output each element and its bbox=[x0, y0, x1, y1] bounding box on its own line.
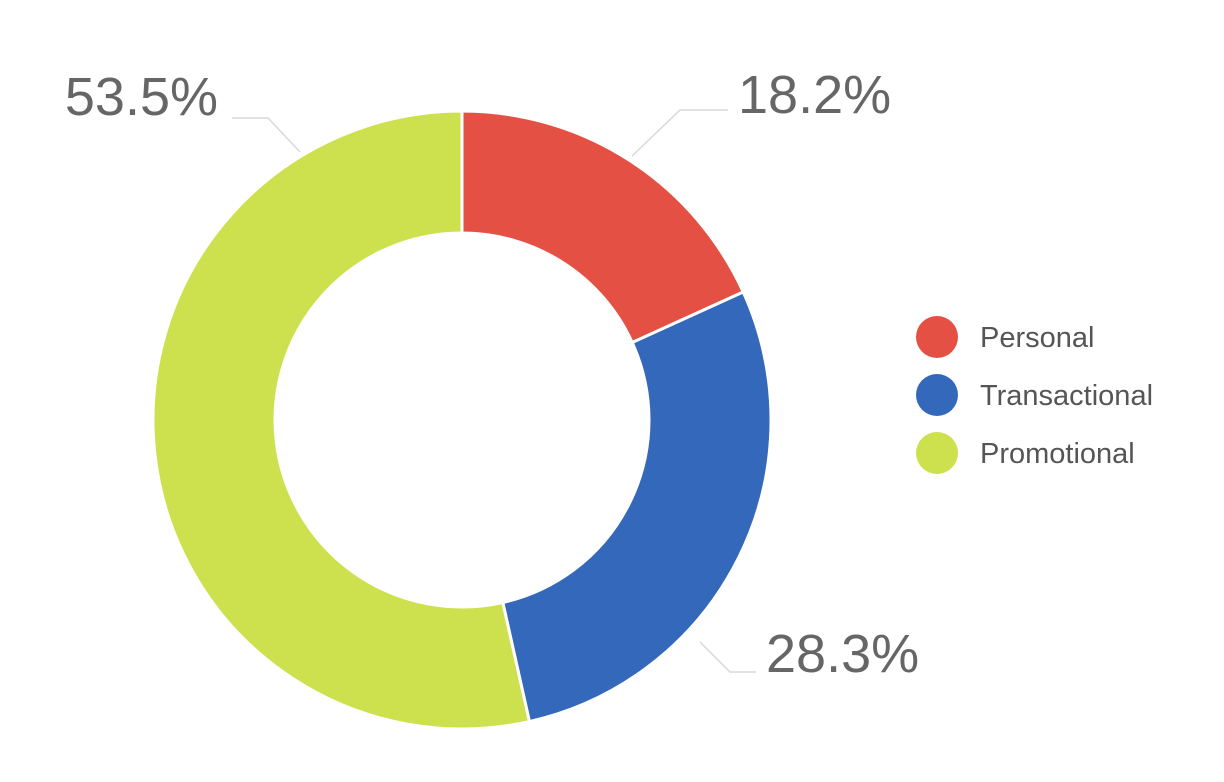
legend-item-promotional: Promotional bbox=[916, 432, 1135, 474]
percent-labels-group: 18.2% 28.3% 53.5% bbox=[65, 65, 919, 684]
slices-group bbox=[151, 109, 773, 731]
leader-line-personal bbox=[631, 109, 728, 157]
legend-swatch-transactional bbox=[916, 374, 958, 416]
slice-promotional bbox=[151, 109, 532, 731]
slice-personal bbox=[460, 109, 746, 345]
legend-item-personal: Personal bbox=[916, 316, 1094, 358]
percent-label-personal: 18.2% bbox=[738, 65, 891, 125]
legend-label-transactional: Transactional bbox=[980, 380, 1153, 412]
legend-swatch-promotional bbox=[916, 432, 958, 474]
legend: Personal Transactional Promotional bbox=[916, 316, 1153, 474]
leader-line-transactional bbox=[699, 641, 756, 673]
legend-label-personal: Personal bbox=[980, 322, 1094, 354]
legend-label-promotional: Promotional bbox=[980, 438, 1135, 470]
percent-label-transactional: 28.3% bbox=[766, 624, 919, 684]
leader-lines-group bbox=[232, 109, 756, 673]
legend-swatch-personal bbox=[916, 316, 958, 358]
percent-label-promotional: 53.5% bbox=[65, 67, 218, 127]
leader-line-promotional bbox=[232, 117, 301, 153]
legend-item-transactional: Transactional bbox=[916, 374, 1153, 416]
slice-transactional bbox=[501, 289, 773, 724]
